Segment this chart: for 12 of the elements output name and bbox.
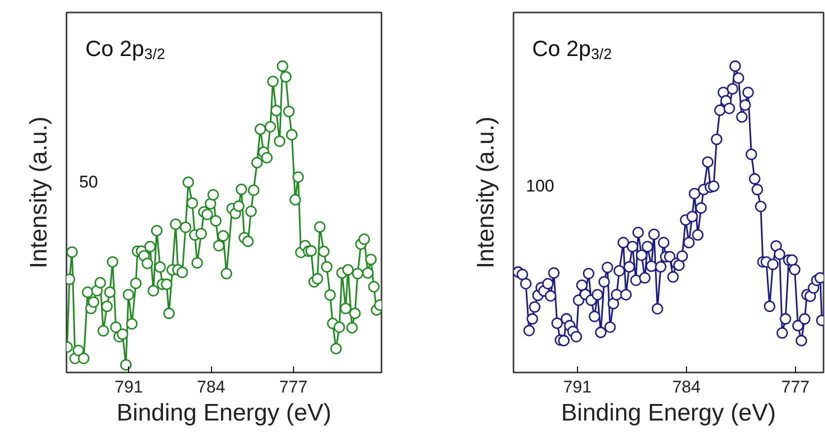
x-tick-label: 791: [563, 378, 592, 396]
x-tick-label: 784: [672, 378, 701, 396]
x-tick-label: 791: [114, 378, 143, 396]
x-tick-label: 784: [196, 378, 226, 396]
annotation: 50: [79, 172, 98, 192]
x-tick-label: 777: [279, 378, 308, 396]
y-axis-title: Intensity (a.u.): [26, 116, 52, 269]
x-axis-title: Binding Energy (eV): [561, 400, 776, 426]
x-tick-label: 777: [781, 378, 810, 396]
y-axis-title: Intensity (a.u.): [472, 116, 500, 269]
annotation: 100: [526, 176, 554, 196]
x-axis-title: Binding Energy (eV): [116, 400, 332, 426]
